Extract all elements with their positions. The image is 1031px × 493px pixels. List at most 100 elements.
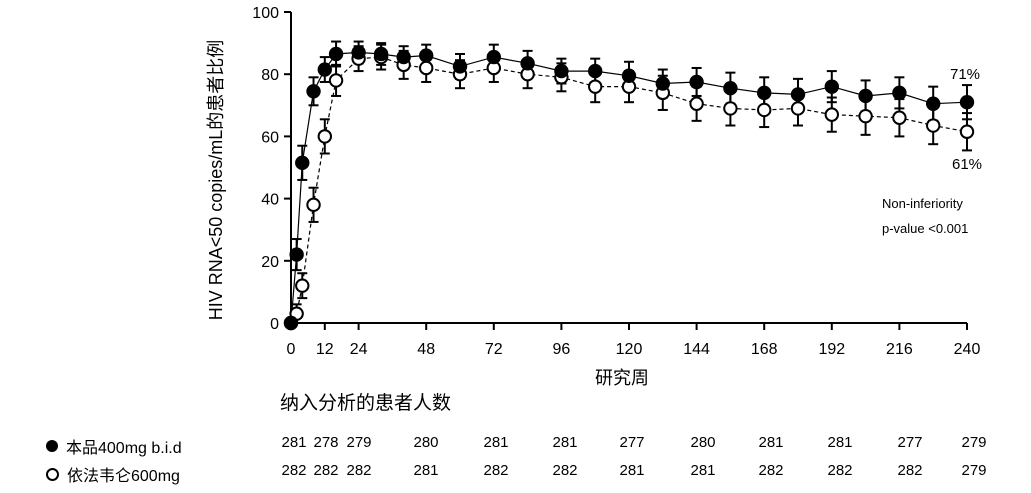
table-cell: 280 <box>690 434 716 451</box>
table-cell: 282 <box>483 462 509 479</box>
table-cell: 280 <box>413 434 439 451</box>
data-point-1 <box>959 94 975 110</box>
data-point-1 <box>317 62 332 77</box>
data-point-1 <box>306 84 321 99</box>
table-cell: 282 <box>313 462 339 479</box>
row-label-text: 依法韦仑600mg <box>67 468 180 485</box>
axes: 0 20 40 60 80 100 0 12 24 48 72 96 120 144 168 192 216 24… <box>252 5 980 358</box>
x-tick-label: 216 <box>886 341 913 358</box>
table-row-label-2: 依法韦仑600mg <box>46 462 180 486</box>
table-cell: 281 <box>413 462 439 479</box>
data-point-1 <box>757 85 772 101</box>
y-tick-label: 0 <box>270 316 279 333</box>
table-cell: 282 <box>897 462 923 479</box>
table-cell: 282 <box>758 462 784 479</box>
x-tick-label: 48 <box>417 341 435 358</box>
x-tick-label: 72 <box>485 341 503 358</box>
data-point-2 <box>317 129 332 144</box>
x-tick-label: 0 <box>287 341 296 358</box>
y-tick-label: 60 <box>261 129 279 146</box>
row-label-text: 本品400mg b.i.d <box>66 440 182 457</box>
data-point-1 <box>554 63 569 79</box>
data-point-1 <box>655 76 670 91</box>
table-cell: 281 <box>690 462 716 479</box>
data-point-2 <box>328 73 344 88</box>
data-point-2 <box>790 101 806 116</box>
table-row-label-1: 本品400mg b.i.d <box>46 434 182 458</box>
data-point-1 <box>689 74 704 90</box>
table-cell: 281 <box>758 434 784 451</box>
x-tick-label: 144 <box>683 341 710 358</box>
data-point-1 <box>373 46 389 62</box>
data-point-1 <box>723 80 738 96</box>
annotation-pvalue: p-value <0.001 <box>882 221 968 236</box>
data-point-1 <box>790 87 806 102</box>
data-point-1 <box>452 59 468 74</box>
data-point-2 <box>858 108 873 124</box>
x-tick-label: 240 <box>954 341 981 358</box>
data-point-1 <box>926 96 941 111</box>
data-point-1 <box>892 85 907 101</box>
table-cell: 278 <box>313 434 339 451</box>
data-point-1 <box>824 79 839 94</box>
table-cell: 279 <box>961 434 987 451</box>
data-point-2 <box>757 102 772 118</box>
data-point-1 <box>621 68 637 83</box>
data-point-1 <box>351 45 366 60</box>
table-cell: 282 <box>281 462 307 479</box>
x-tick-label: 120 <box>616 341 643 358</box>
data-point-1 <box>588 63 603 79</box>
table-cell: 282 <box>827 462 853 479</box>
x-tick-label: 24 <box>350 341 368 358</box>
data-point-1 <box>396 49 411 65</box>
data-point-2 <box>959 124 975 139</box>
open-circle-icon <box>46 467 59 481</box>
data-point-2 <box>892 110 907 125</box>
series-points <box>283 45 975 331</box>
x-tick-label: 192 <box>818 341 845 358</box>
data-point-2 <box>824 107 839 122</box>
table-cell: 281 <box>619 462 645 479</box>
table-cell: 277 <box>619 434 645 451</box>
annotation-71: 71% <box>950 66 980 83</box>
y-tick-label: 80 <box>261 67 279 84</box>
table-cell: 279 <box>346 434 372 451</box>
annotation-noninferiority: Non-inferiority <box>882 196 963 211</box>
data-point-2 <box>306 197 321 213</box>
y-tick-label: 100 <box>252 5 279 22</box>
data-point-1 <box>520 56 535 71</box>
data-point-2 <box>295 278 310 293</box>
table-cell: 282 <box>346 462 372 479</box>
filled-circle-icon <box>46 440 58 452</box>
data-point-1 <box>295 155 310 171</box>
data-point-1 <box>486 49 501 65</box>
data-point-2 <box>689 96 704 111</box>
data-point-1 <box>328 46 344 62</box>
table-cell: 281 <box>552 434 578 451</box>
table-cell: 281 <box>281 434 307 451</box>
x-axis-title: 研究周 <box>595 368 649 388</box>
table-cell: 279 <box>961 462 987 479</box>
data-point-2 <box>926 118 941 133</box>
table-cell: 282 <box>552 462 578 479</box>
y-tick-label: 20 <box>261 254 279 271</box>
data-point-1 <box>283 315 299 331</box>
table-cell: 281 <box>483 434 509 451</box>
data-point-2 <box>588 79 603 94</box>
x-tick-label: 12 <box>316 341 334 358</box>
table-cell: 277 <box>897 434 923 451</box>
x-tick-label: 168 <box>751 341 778 358</box>
y-tick-label: 40 <box>261 192 279 209</box>
data-point-1 <box>289 247 304 262</box>
table-title: 纳入分析的患者人数 <box>280 393 452 414</box>
annotations: 71% 61% Non-inferiority p-value <0.001 <box>882 66 982 236</box>
series-line-2 <box>290 56 968 324</box>
y-axis-title: HIV RNA<50 copies/mL的患者比例 <box>206 40 226 321</box>
annotation-61: 61% <box>952 156 982 173</box>
data-point-2 <box>419 60 434 76</box>
data-point-2 <box>723 101 738 116</box>
x-tick-label: 96 <box>553 341 571 358</box>
data-point-1 <box>419 48 434 63</box>
table-cell: 281 <box>827 434 853 451</box>
